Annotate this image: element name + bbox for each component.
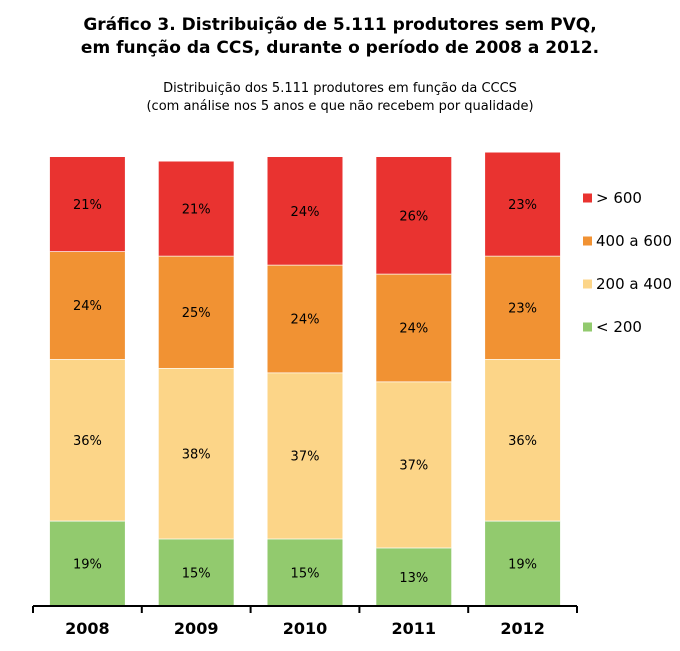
bar-segment [158,538,234,606]
legend-swatch [583,322,592,332]
data-label: 15% [182,566,211,581]
bar-segment [376,273,452,382]
bar-segment [158,255,234,369]
legend-label: > 600 [596,189,642,207]
bar-segment [49,157,125,252]
data-label: 21% [73,198,102,213]
data-label: 24% [73,299,102,314]
x-tick-label: 2012 [500,619,545,638]
chart-subtitle-line-1: Distribuição dos 5.111 produtores em fun… [163,81,517,96]
x-tick-label: 2008 [65,619,110,638]
bar-segment [376,547,452,606]
chart-subtitle-line-2: (com análise nos 5 anos e que não recebe… [146,99,534,114]
legend-swatch [583,193,592,203]
chart-title-line-1: Gráfico 3. Distribuição de 5.111 produto… [83,15,597,35]
legend-swatch [583,236,592,246]
x-tick-label: 2009 [174,619,219,638]
data-label: 26% [399,209,428,224]
bar-segment [267,157,343,265]
data-label: 24% [291,313,320,328]
legend-swatch [583,279,592,289]
bar-segment [158,368,234,539]
bar-segment [49,251,125,360]
data-label: 38% [182,447,211,462]
x-axis: 2008 2009 2010 2011 2012 [32,605,578,638]
legend-label: 400 a 600 [596,232,672,250]
data-label: 24% [291,205,320,220]
bar-segment [158,161,234,256]
x-tick-label: 2011 [392,619,437,638]
data-label: 19% [508,557,537,572]
data-label: 37% [399,459,428,474]
legend-item: 400 a 600 [583,232,672,250]
data-label: 23% [508,301,537,316]
data-label: 36% [508,434,537,449]
data-label: 37% [291,450,320,465]
bar-segment [49,359,125,521]
x-tick-label: 2010 [283,619,328,638]
bar-segment [267,538,343,606]
bars-group: 19% 36% 24% 21% 15% 38% 25% 21% 15% 37% 24% 24% 13% 3… [49,152,561,606]
data-label: 25% [182,306,211,321]
bar-segment [267,264,343,373]
legend-item: > 600 [583,189,642,207]
data-label: 21% [182,203,211,218]
legend-item: < 200 [583,318,642,336]
bar-segment [376,381,452,548]
legend-item: 200 a 400 [583,275,672,293]
data-label: 15% [291,566,320,581]
bar-segment [485,255,561,360]
legend-label: 200 a 400 [596,275,672,293]
bar-segment [485,152,561,256]
bar-segment [485,359,561,521]
chart-title-line-2: em função da CCS, durante o período de 2… [80,38,600,58]
legend-label: < 200 [596,318,642,336]
data-label: 13% [399,571,428,586]
chart-title: Gráfico 3. Distribuição de 5.111 produto… [0,14,680,60]
bar-segment [49,520,125,606]
legend: > 600 400 a 600 200 a 400 < 200 [583,189,672,336]
data-label: 19% [73,557,102,572]
chart-subtitle: Distribuição dos 5.111 produtores em fun… [0,80,680,116]
bar-segment [267,372,343,539]
bar-segment [485,520,561,606]
data-label: 23% [508,198,537,213]
data-label: 36% [73,434,102,449]
data-label: 24% [399,322,428,337]
bar-segment [376,157,452,274]
